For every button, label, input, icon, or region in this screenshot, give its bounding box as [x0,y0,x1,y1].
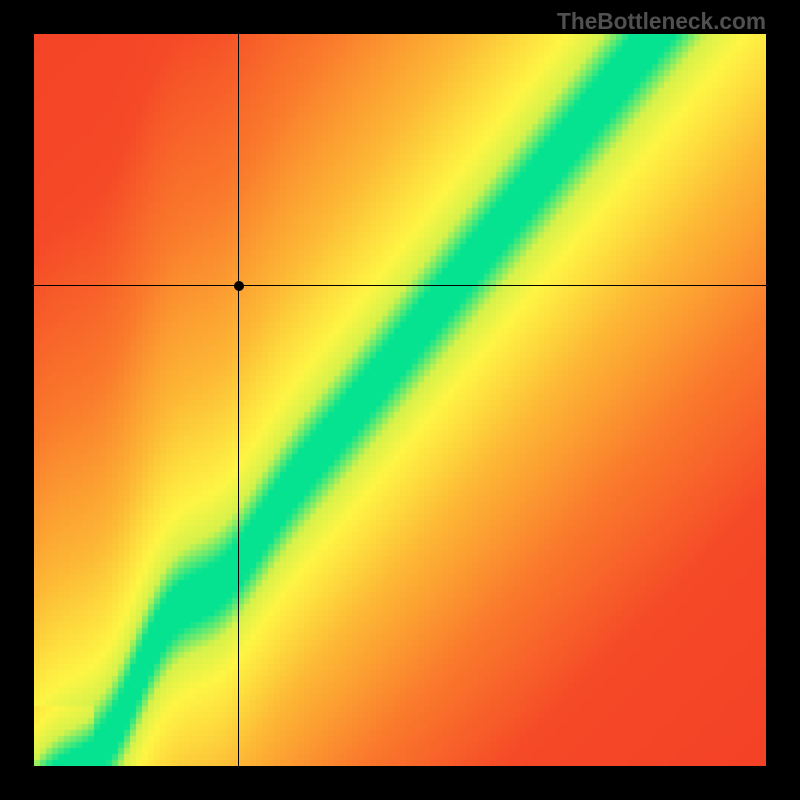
watermark-text: TheBottleneck.com [557,8,766,35]
crosshair-marker-dot [234,281,244,291]
chart-frame: TheBottleneck.com [0,0,800,800]
crosshair-horizontal [34,285,766,286]
crosshair-vertical [238,34,239,766]
heatmap-canvas [34,34,766,766]
